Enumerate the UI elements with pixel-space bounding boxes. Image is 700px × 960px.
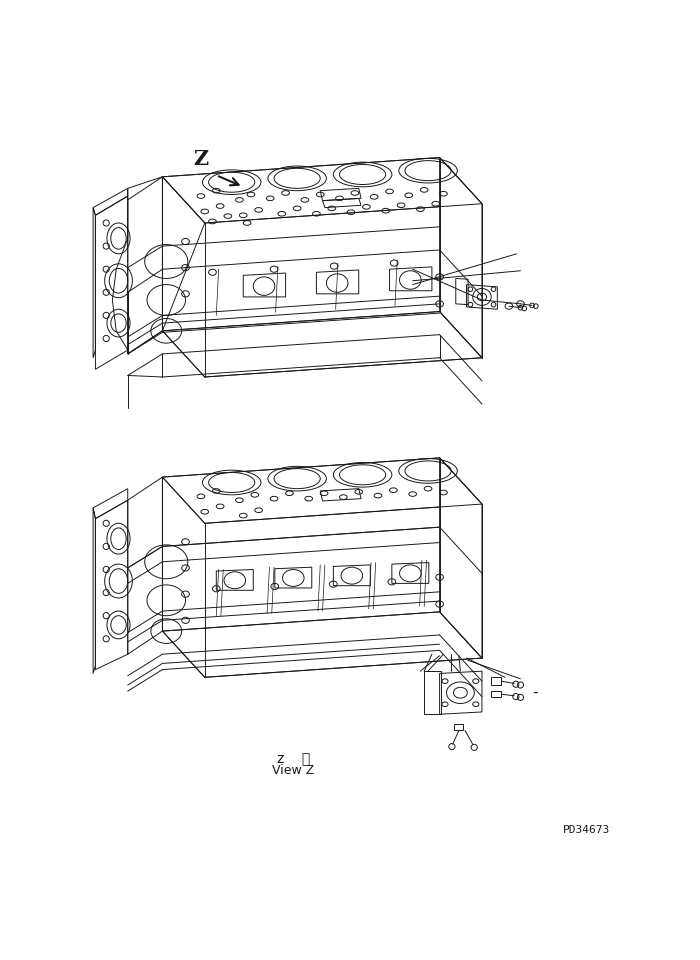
Text: View Z: View Z	[272, 764, 314, 778]
Polygon shape	[162, 312, 482, 377]
Text: z    視: z 視	[276, 752, 310, 766]
Polygon shape	[127, 477, 162, 654]
Polygon shape	[440, 458, 482, 658]
Polygon shape	[440, 157, 482, 358]
Polygon shape	[127, 177, 204, 354]
Polygon shape	[162, 612, 482, 678]
Text: -: -	[532, 685, 538, 700]
Text: Z: Z	[193, 149, 209, 169]
Text: PD34673: PD34673	[563, 826, 610, 835]
Polygon shape	[162, 157, 482, 223]
Polygon shape	[162, 458, 482, 523]
